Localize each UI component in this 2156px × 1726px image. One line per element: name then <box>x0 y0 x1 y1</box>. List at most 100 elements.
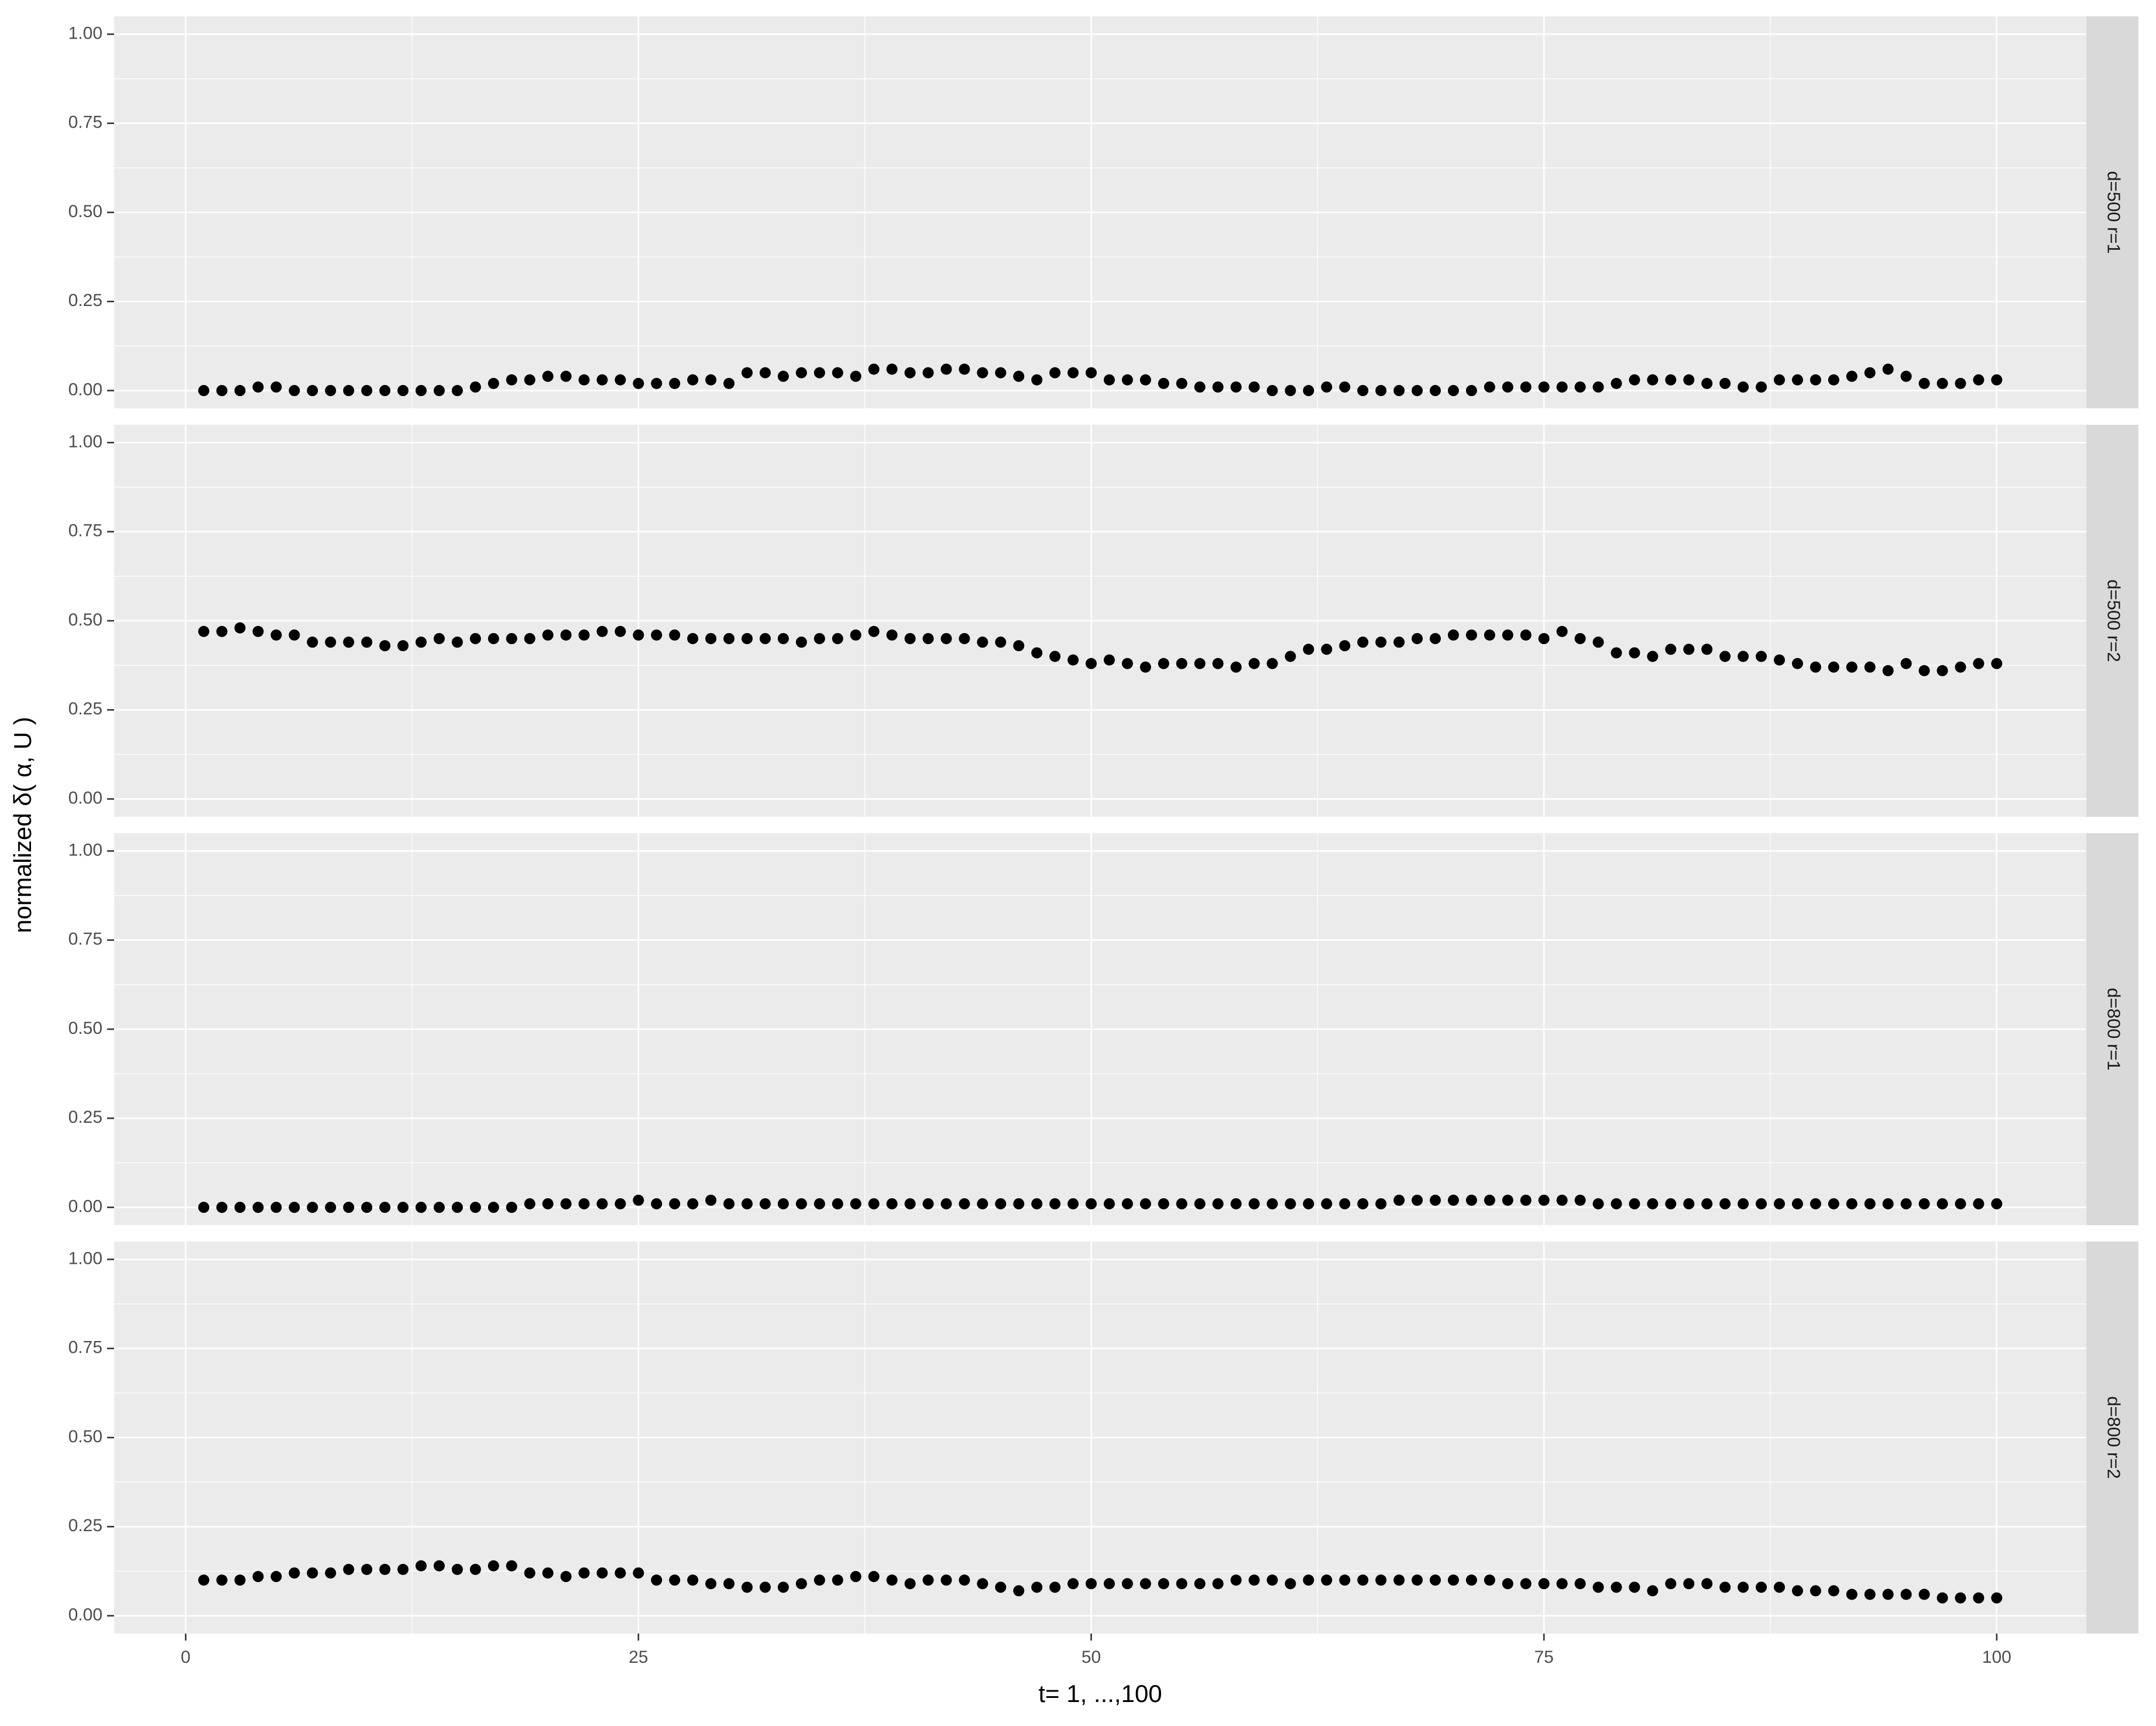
point <box>614 374 626 386</box>
y-tick-label: 1.00 <box>68 432 102 451</box>
point <box>469 1563 481 1575</box>
y-tick-label: 0.50 <box>68 202 102 221</box>
point <box>1918 1589 1930 1600</box>
point <box>1864 661 1876 673</box>
point <box>1121 1198 1133 1209</box>
strip-background <box>2086 425 2138 817</box>
point <box>1538 632 1550 644</box>
point <box>687 1574 699 1586</box>
point <box>397 1202 409 1213</box>
point <box>1756 1198 1767 1209</box>
point <box>1556 1578 1568 1590</box>
point <box>1194 658 1206 669</box>
point <box>760 367 771 379</box>
point <box>1412 1194 1423 1206</box>
point <box>1574 1578 1586 1590</box>
point <box>1086 1198 1097 1209</box>
point <box>687 374 699 386</box>
point <box>1502 1578 1513 1590</box>
point <box>596 374 608 386</box>
point <box>1049 367 1061 379</box>
point <box>777 370 789 382</box>
point <box>361 637 373 648</box>
point <box>760 1581 771 1593</box>
point <box>1882 665 1894 676</box>
point <box>1086 658 1097 669</box>
point <box>1882 1198 1894 1209</box>
point <box>1810 1585 1821 1597</box>
point <box>270 1202 282 1213</box>
point <box>198 625 210 637</box>
point <box>1285 1578 1296 1590</box>
point <box>1339 1574 1351 1586</box>
point <box>1139 661 1151 673</box>
point <box>1139 374 1151 386</box>
point <box>1285 651 1296 662</box>
point <box>795 637 807 648</box>
point <box>1375 637 1387 648</box>
point <box>1937 1592 1948 1604</box>
point <box>741 1581 753 1593</box>
point <box>361 1202 373 1213</box>
point <box>1665 1198 1677 1209</box>
point <box>777 1198 789 1209</box>
point <box>1176 658 1187 669</box>
point <box>1465 629 1477 641</box>
point <box>832 1198 843 1209</box>
point <box>1176 1578 1187 1590</box>
point <box>1429 385 1441 397</box>
point <box>1285 385 1296 397</box>
point <box>1791 374 1803 386</box>
point <box>1484 1194 1495 1206</box>
point <box>451 637 463 648</box>
point <box>1230 1198 1242 1209</box>
point <box>795 1578 807 1590</box>
point <box>252 1571 264 1583</box>
point <box>524 632 535 644</box>
point <box>325 637 337 648</box>
point <box>1502 629 1513 641</box>
point <box>198 1574 210 1586</box>
point <box>1538 381 1550 393</box>
point <box>1538 1578 1550 1590</box>
point <box>469 1202 481 1213</box>
point <box>741 632 753 644</box>
point <box>832 1574 843 1586</box>
point <box>1556 381 1568 393</box>
point <box>850 629 861 641</box>
point <box>1592 1581 1604 1593</box>
point <box>542 1567 554 1579</box>
point <box>1158 1198 1169 1209</box>
point <box>1738 1198 1749 1209</box>
point <box>922 1574 934 1586</box>
strip-label: d=800 r=2 <box>2103 1396 2124 1479</box>
point <box>1031 647 1043 659</box>
point <box>977 1198 988 1209</box>
point <box>343 1563 355 1575</box>
point <box>1194 1198 1206 1209</box>
point <box>1429 1574 1441 1586</box>
point <box>1103 654 1115 666</box>
point <box>940 363 952 375</box>
y-tick-label: 0.75 <box>68 1338 102 1357</box>
point <box>560 629 572 641</box>
point <box>1484 1574 1495 1586</box>
point <box>433 1202 445 1213</box>
point <box>705 1578 717 1590</box>
y-tick-label: 0.00 <box>68 788 102 807</box>
point <box>614 625 626 637</box>
point <box>1212 658 1224 669</box>
point <box>633 629 644 641</box>
point <box>1665 644 1677 655</box>
point <box>578 1567 590 1579</box>
point <box>325 1567 337 1579</box>
point <box>433 632 445 644</box>
point <box>977 637 988 648</box>
point <box>1828 1198 1839 1209</box>
point <box>1357 385 1369 397</box>
point <box>1574 1194 1586 1206</box>
point <box>1520 629 1532 641</box>
point <box>1502 1194 1513 1206</box>
point <box>524 1567 535 1579</box>
point <box>542 370 554 382</box>
